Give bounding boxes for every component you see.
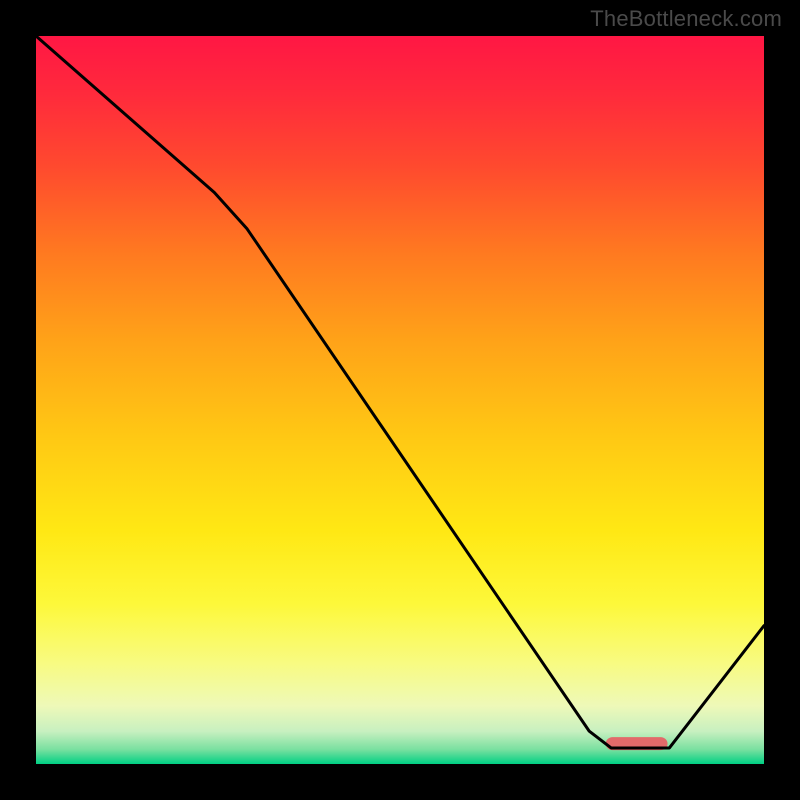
chart-area xyxy=(36,36,764,764)
chart-svg xyxy=(36,36,764,764)
watermark-text: TheBottleneck.com xyxy=(590,6,782,32)
gradient-background xyxy=(36,36,764,764)
